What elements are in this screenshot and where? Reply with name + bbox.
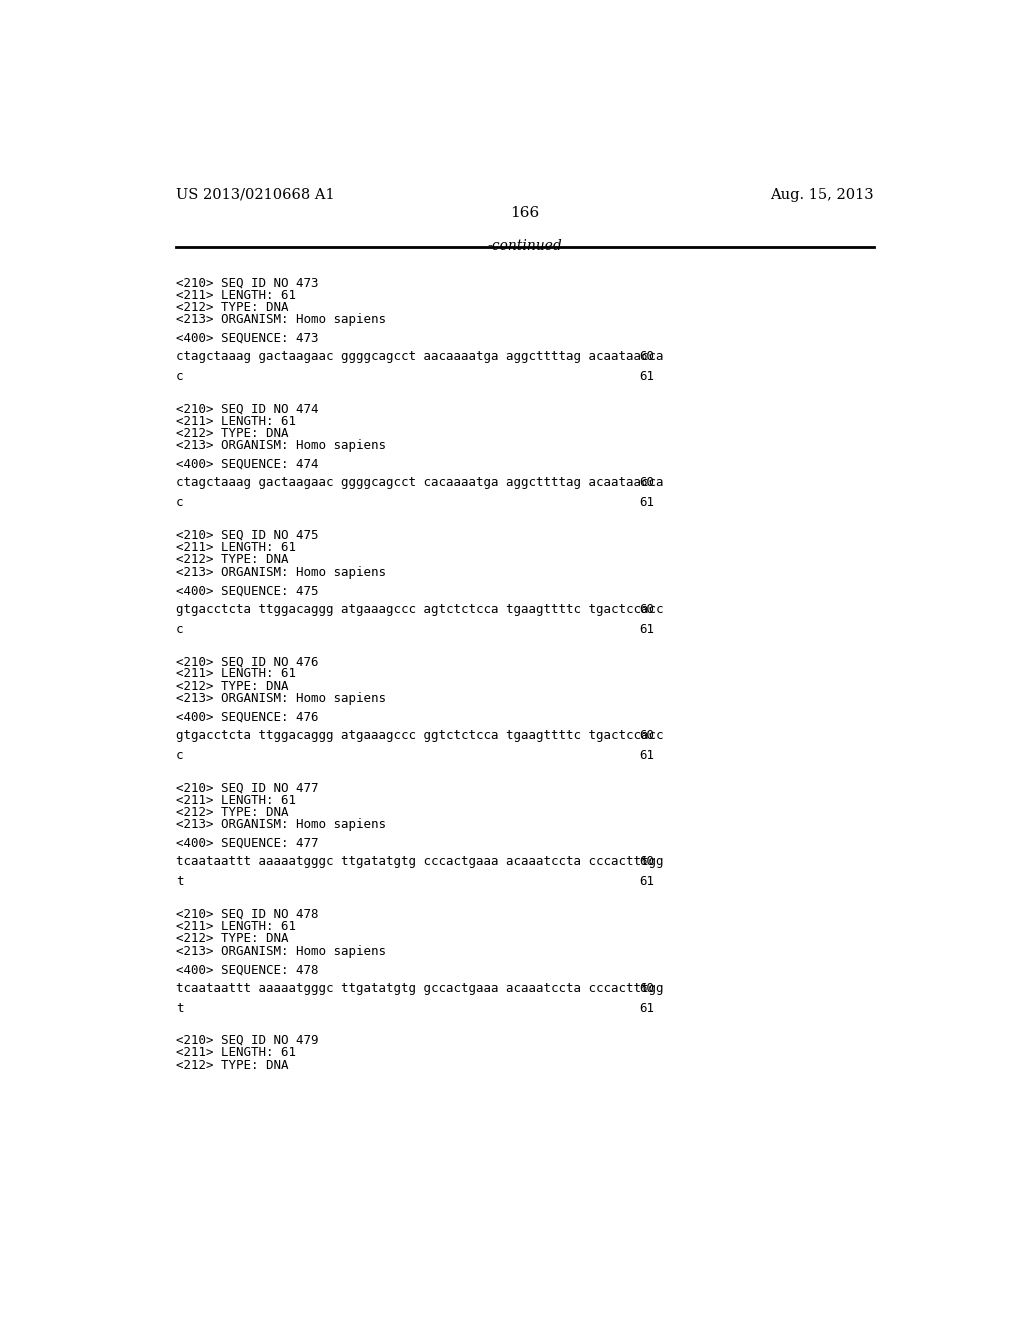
Text: 60: 60	[640, 855, 654, 869]
Text: -continued: -continued	[487, 239, 562, 253]
Text: <400> SEQUENCE: 476: <400> SEQUENCE: 476	[176, 710, 318, 723]
Text: 61: 61	[640, 875, 654, 888]
Text: <400> SEQUENCE: 478: <400> SEQUENCE: 478	[176, 964, 318, 975]
Text: tcaataattt aaaaatgggc ttgatatgtg gccactgaaa acaaatccta cccactttgg: tcaataattt aaaaatgggc ttgatatgtg gccactg…	[176, 982, 664, 994]
Text: 60: 60	[640, 350, 654, 363]
Text: <211> LENGTH: 61: <211> LENGTH: 61	[176, 289, 296, 301]
Text: c: c	[176, 623, 183, 636]
Text: <210> SEQ ID NO 473: <210> SEQ ID NO 473	[176, 276, 318, 289]
Text: t: t	[176, 875, 183, 888]
Text: 61: 61	[640, 748, 654, 762]
Text: c: c	[176, 370, 183, 383]
Text: <210> SEQ ID NO 478: <210> SEQ ID NO 478	[176, 908, 318, 920]
Text: <210> SEQ ID NO 477: <210> SEQ ID NO 477	[176, 781, 318, 795]
Text: 60: 60	[640, 982, 654, 994]
Text: <211> LENGTH: 61: <211> LENGTH: 61	[176, 920, 296, 933]
Text: 60: 60	[640, 729, 654, 742]
Text: <212> TYPE: DNA: <212> TYPE: DNA	[176, 428, 289, 440]
Text: <211> LENGTH: 61: <211> LENGTH: 61	[176, 668, 296, 680]
Text: <211> LENGTH: 61: <211> LENGTH: 61	[176, 1047, 296, 1059]
Text: <213> ORGANISM: Homo sapiens: <213> ORGANISM: Homo sapiens	[176, 440, 386, 453]
Text: gtgacctcta ttggacaggg atgaaagccc agtctctcca tgaagttttc tgactccacc: gtgacctcta ttggacaggg atgaaagccc agtctct…	[176, 603, 664, 615]
Text: US 2013/0210668 A1: US 2013/0210668 A1	[176, 187, 335, 202]
Text: 60: 60	[640, 477, 654, 490]
Text: <211> LENGTH: 61: <211> LENGTH: 61	[176, 414, 296, 428]
Text: <212> TYPE: DNA: <212> TYPE: DNA	[176, 932, 289, 945]
Text: <213> ORGANISM: Homo sapiens: <213> ORGANISM: Homo sapiens	[176, 692, 386, 705]
Text: <400> SEQUENCE: 475: <400> SEQUENCE: 475	[176, 585, 318, 597]
Text: gtgacctcta ttggacaggg atgaaagccc ggtctctcca tgaagttttc tgactccacc: gtgacctcta ttggacaggg atgaaagccc ggtctct…	[176, 729, 664, 742]
Text: t: t	[176, 1002, 183, 1015]
Text: <213> ORGANISM: Homo sapiens: <213> ORGANISM: Homo sapiens	[176, 945, 386, 957]
Text: <212> TYPE: DNA: <212> TYPE: DNA	[176, 553, 289, 566]
Text: c: c	[176, 496, 183, 510]
Text: <213> ORGANISM: Homo sapiens: <213> ORGANISM: Homo sapiens	[176, 818, 386, 832]
Text: <213> ORGANISM: Homo sapiens: <213> ORGANISM: Homo sapiens	[176, 313, 386, 326]
Text: c: c	[176, 748, 183, 762]
Text: <210> SEQ ID NO 475: <210> SEQ ID NO 475	[176, 529, 318, 541]
Text: ctagctaaag gactaagaac ggggcagcct cacaaaatga aggcttttag acaataacca: ctagctaaag gactaagaac ggggcagcct cacaaaa…	[176, 477, 664, 490]
Text: <400> SEQUENCE: 474: <400> SEQUENCE: 474	[176, 458, 318, 471]
Text: 61: 61	[640, 370, 654, 383]
Text: <211> LENGTH: 61: <211> LENGTH: 61	[176, 541, 296, 554]
Text: <213> ORGANISM: Homo sapiens: <213> ORGANISM: Homo sapiens	[176, 566, 386, 578]
Text: <211> LENGTH: 61: <211> LENGTH: 61	[176, 793, 296, 807]
Text: <212> TYPE: DNA: <212> TYPE: DNA	[176, 301, 289, 314]
Text: ctagctaaag gactaagaac ggggcagcct aacaaaatga aggcttttag acaataacca: ctagctaaag gactaagaac ggggcagcct aacaaaa…	[176, 350, 664, 363]
Text: 166: 166	[510, 206, 540, 220]
Text: 61: 61	[640, 1002, 654, 1015]
Text: 61: 61	[640, 496, 654, 510]
Text: Aug. 15, 2013: Aug. 15, 2013	[770, 187, 873, 202]
Text: <210> SEQ ID NO 476: <210> SEQ ID NO 476	[176, 655, 318, 668]
Text: tcaataattt aaaaatgggc ttgatatgtg cccactgaaa acaaatccta cccactttgg: tcaataattt aaaaatgggc ttgatatgtg cccactg…	[176, 855, 664, 869]
Text: <400> SEQUENCE: 477: <400> SEQUENCE: 477	[176, 837, 318, 850]
Text: <212> TYPE: DNA: <212> TYPE: DNA	[176, 1059, 289, 1072]
Text: <212> TYPE: DNA: <212> TYPE: DNA	[176, 680, 289, 693]
Text: <400> SEQUENCE: 473: <400> SEQUENCE: 473	[176, 331, 318, 345]
Text: <212> TYPE: DNA: <212> TYPE: DNA	[176, 807, 289, 818]
Text: 60: 60	[640, 603, 654, 615]
Text: <210> SEQ ID NO 479: <210> SEQ ID NO 479	[176, 1034, 318, 1047]
Text: <210> SEQ ID NO 474: <210> SEQ ID NO 474	[176, 403, 318, 416]
Text: 61: 61	[640, 623, 654, 636]
